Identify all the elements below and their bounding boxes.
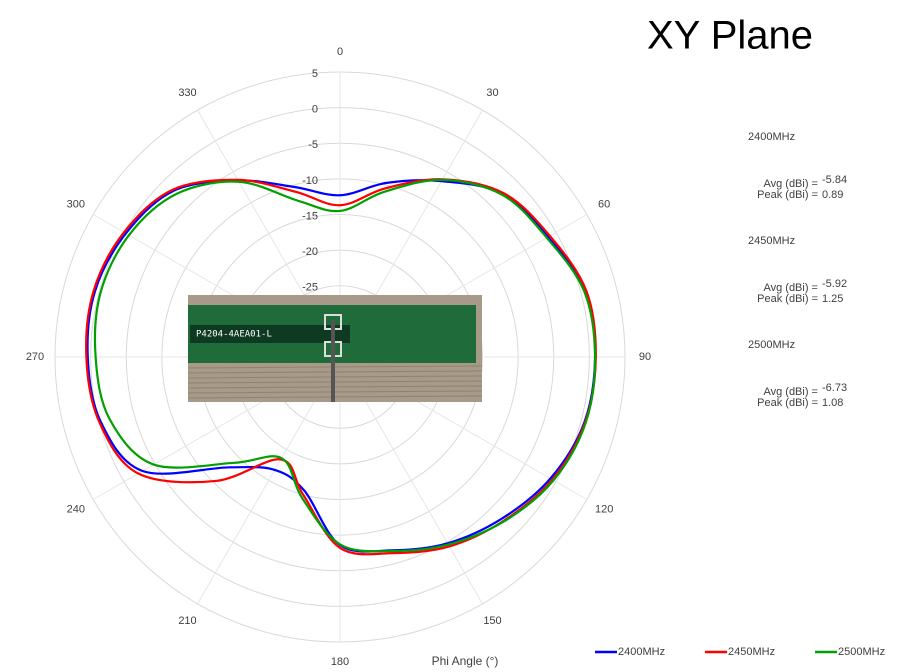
angle-tick-label: 210: [178, 615, 196, 627]
legend-label: 2400MHz: [618, 646, 665, 658]
angle-tick-label: 60: [598, 198, 610, 210]
annotation-peak: 1.08: [822, 397, 843, 409]
annotation-peak: 1.25: [822, 293, 843, 305]
r-tick-label: -25: [302, 282, 318, 294]
r-tick-label: -5: [308, 139, 318, 151]
inset-photo: P4204-4AEA01-L: [188, 295, 482, 402]
angle-tick-label: 270: [26, 351, 44, 363]
chart: XY Plane Phi Angle (°) 0 30 60 90 120 150 180 2…: [0, 0, 906, 672]
angle-tick-label: 240: [67, 503, 85, 515]
axis-label: Phi Angle (°): [432, 654, 499, 668]
annotation-band: 2400MHz: [748, 131, 795, 143]
annotation-peak: 0.89: [822, 189, 843, 201]
annotation-avg: -5.92: [822, 278, 847, 290]
annotation-peak-label: Peak (dBi) =: [757, 293, 818, 305]
angle-tick-label: 90: [639, 351, 651, 363]
inset-label: P4204-4AEA01-L: [196, 330, 272, 340]
angle-tick-label: 120: [595, 503, 613, 515]
legend-label: 2500MHz: [838, 646, 885, 658]
angle-tick-label: 30: [486, 87, 498, 99]
r-tick-label: -10: [302, 175, 318, 187]
angle-tick-label: 150: [483, 615, 501, 627]
legend-label: 2450MHz: [728, 646, 775, 658]
r-tick-label: -20: [302, 246, 318, 258]
angle-tick-label: 330: [178, 87, 196, 99]
r-tick-label: -15: [302, 210, 318, 222]
page: XY Plane Phi Angle (°) 0 30 60 90 120 150 180 2…: [0, 0, 906, 672]
r-tick-label: 5: [312, 68, 318, 80]
annotation-peak-label: Peak (dBi) =: [757, 397, 818, 409]
angle-tick-label: 0: [337, 46, 343, 58]
r-tick-label: 0: [312, 104, 318, 116]
angle-tick-label: 180: [331, 656, 349, 668]
annotation-avg: -5.84: [822, 174, 847, 186]
annotation-peak-label: Peak (dBi) =: [757, 189, 818, 201]
chart-title: XY Plane: [647, 14, 813, 58]
annotation-band: 2450MHz: [748, 235, 795, 247]
annotation-avg: -6.73: [822, 382, 847, 394]
angle-tick-label: 300: [67, 198, 85, 210]
annotation-band: 2500MHz: [748, 339, 795, 351]
